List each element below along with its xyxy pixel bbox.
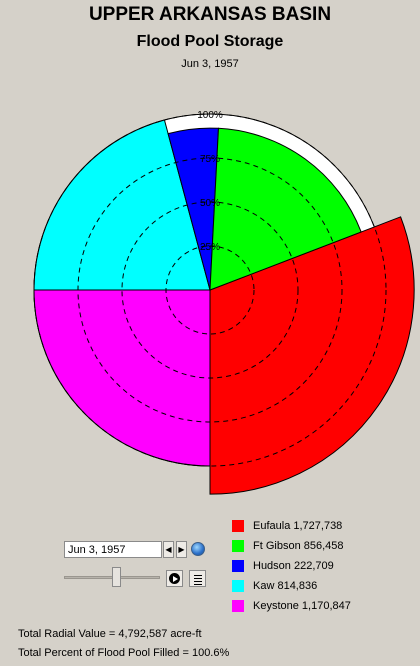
date-slider-thumb[interactable] bbox=[112, 567, 121, 587]
wedge-eufaula bbox=[209, 216, 415, 495]
legend-swatch bbox=[232, 520, 244, 532]
globe-icon[interactable] bbox=[191, 542, 205, 556]
chart-subtitle: Flood Pool Storage bbox=[136, 33, 284, 50]
legend: Eufaula 1,727,738 Ft Gibson 856,458 Hudson… bbox=[232, 516, 351, 616]
wedge-keystone bbox=[33, 289, 211, 467]
legend-item-keystone: Keystone 1,170,847 bbox=[232, 596, 351, 616]
ring-75 bbox=[77, 157, 343, 423]
ring-100 bbox=[33, 113, 387, 467]
prev-date-button[interactable]: ◀ bbox=[163, 541, 174, 558]
report-button[interactable] bbox=[189, 570, 206, 587]
ring-label-100: 100% bbox=[197, 110, 223, 121]
total-radial-value: Total Radial Value = 4,792,587 acre-ft bbox=[18, 628, 202, 640]
legend-label: Ft Gibson 856,458 bbox=[253, 540, 344, 552]
ring-label-75: 75% bbox=[200, 154, 220, 165]
chart-date: Jun 3, 1957 bbox=[181, 58, 239, 70]
polar-chart: 25% 50% 75% 100% bbox=[33, 110, 415, 495]
legend-item-hudson: Hudson 222,709 bbox=[232, 556, 351, 576]
legend-label: Keystone 1,170,847 bbox=[253, 600, 351, 612]
legend-swatch bbox=[232, 600, 244, 612]
date-input[interactable]: Jun 3, 1957 bbox=[64, 541, 162, 558]
next-date-button[interactable]: ▶ bbox=[176, 541, 187, 558]
chart-title: UPPER ARKANSAS BASIN bbox=[88, 4, 332, 25]
legend-label: Hudson 222,709 bbox=[253, 560, 334, 572]
total-percent-filled: Total Percent of Flood Pool Filled = 100… bbox=[18, 647, 230, 659]
ring-label-50: 50% bbox=[200, 198, 220, 209]
ring-25 bbox=[165, 245, 255, 335]
ring-50 bbox=[121, 201, 299, 379]
legend-swatch bbox=[232, 540, 244, 552]
legend-label: Eufaula 1,727,738 bbox=[253, 520, 343, 532]
legend-item-kaw: Kaw 814,836 bbox=[232, 576, 351, 596]
legend-item-eufaula: Eufaula 1,727,738 bbox=[232, 516, 351, 536]
wedge-ft-gibson bbox=[209, 127, 362, 291]
legend-label: Kaw 814,836 bbox=[253, 580, 318, 592]
legend-swatch bbox=[232, 580, 244, 592]
legend-swatch bbox=[232, 560, 244, 572]
play-button[interactable] bbox=[166, 570, 183, 587]
ring-label-25: 25% bbox=[200, 242, 220, 253]
legend-item-ft-gibson: Ft Gibson 856,458 bbox=[232, 536, 351, 556]
